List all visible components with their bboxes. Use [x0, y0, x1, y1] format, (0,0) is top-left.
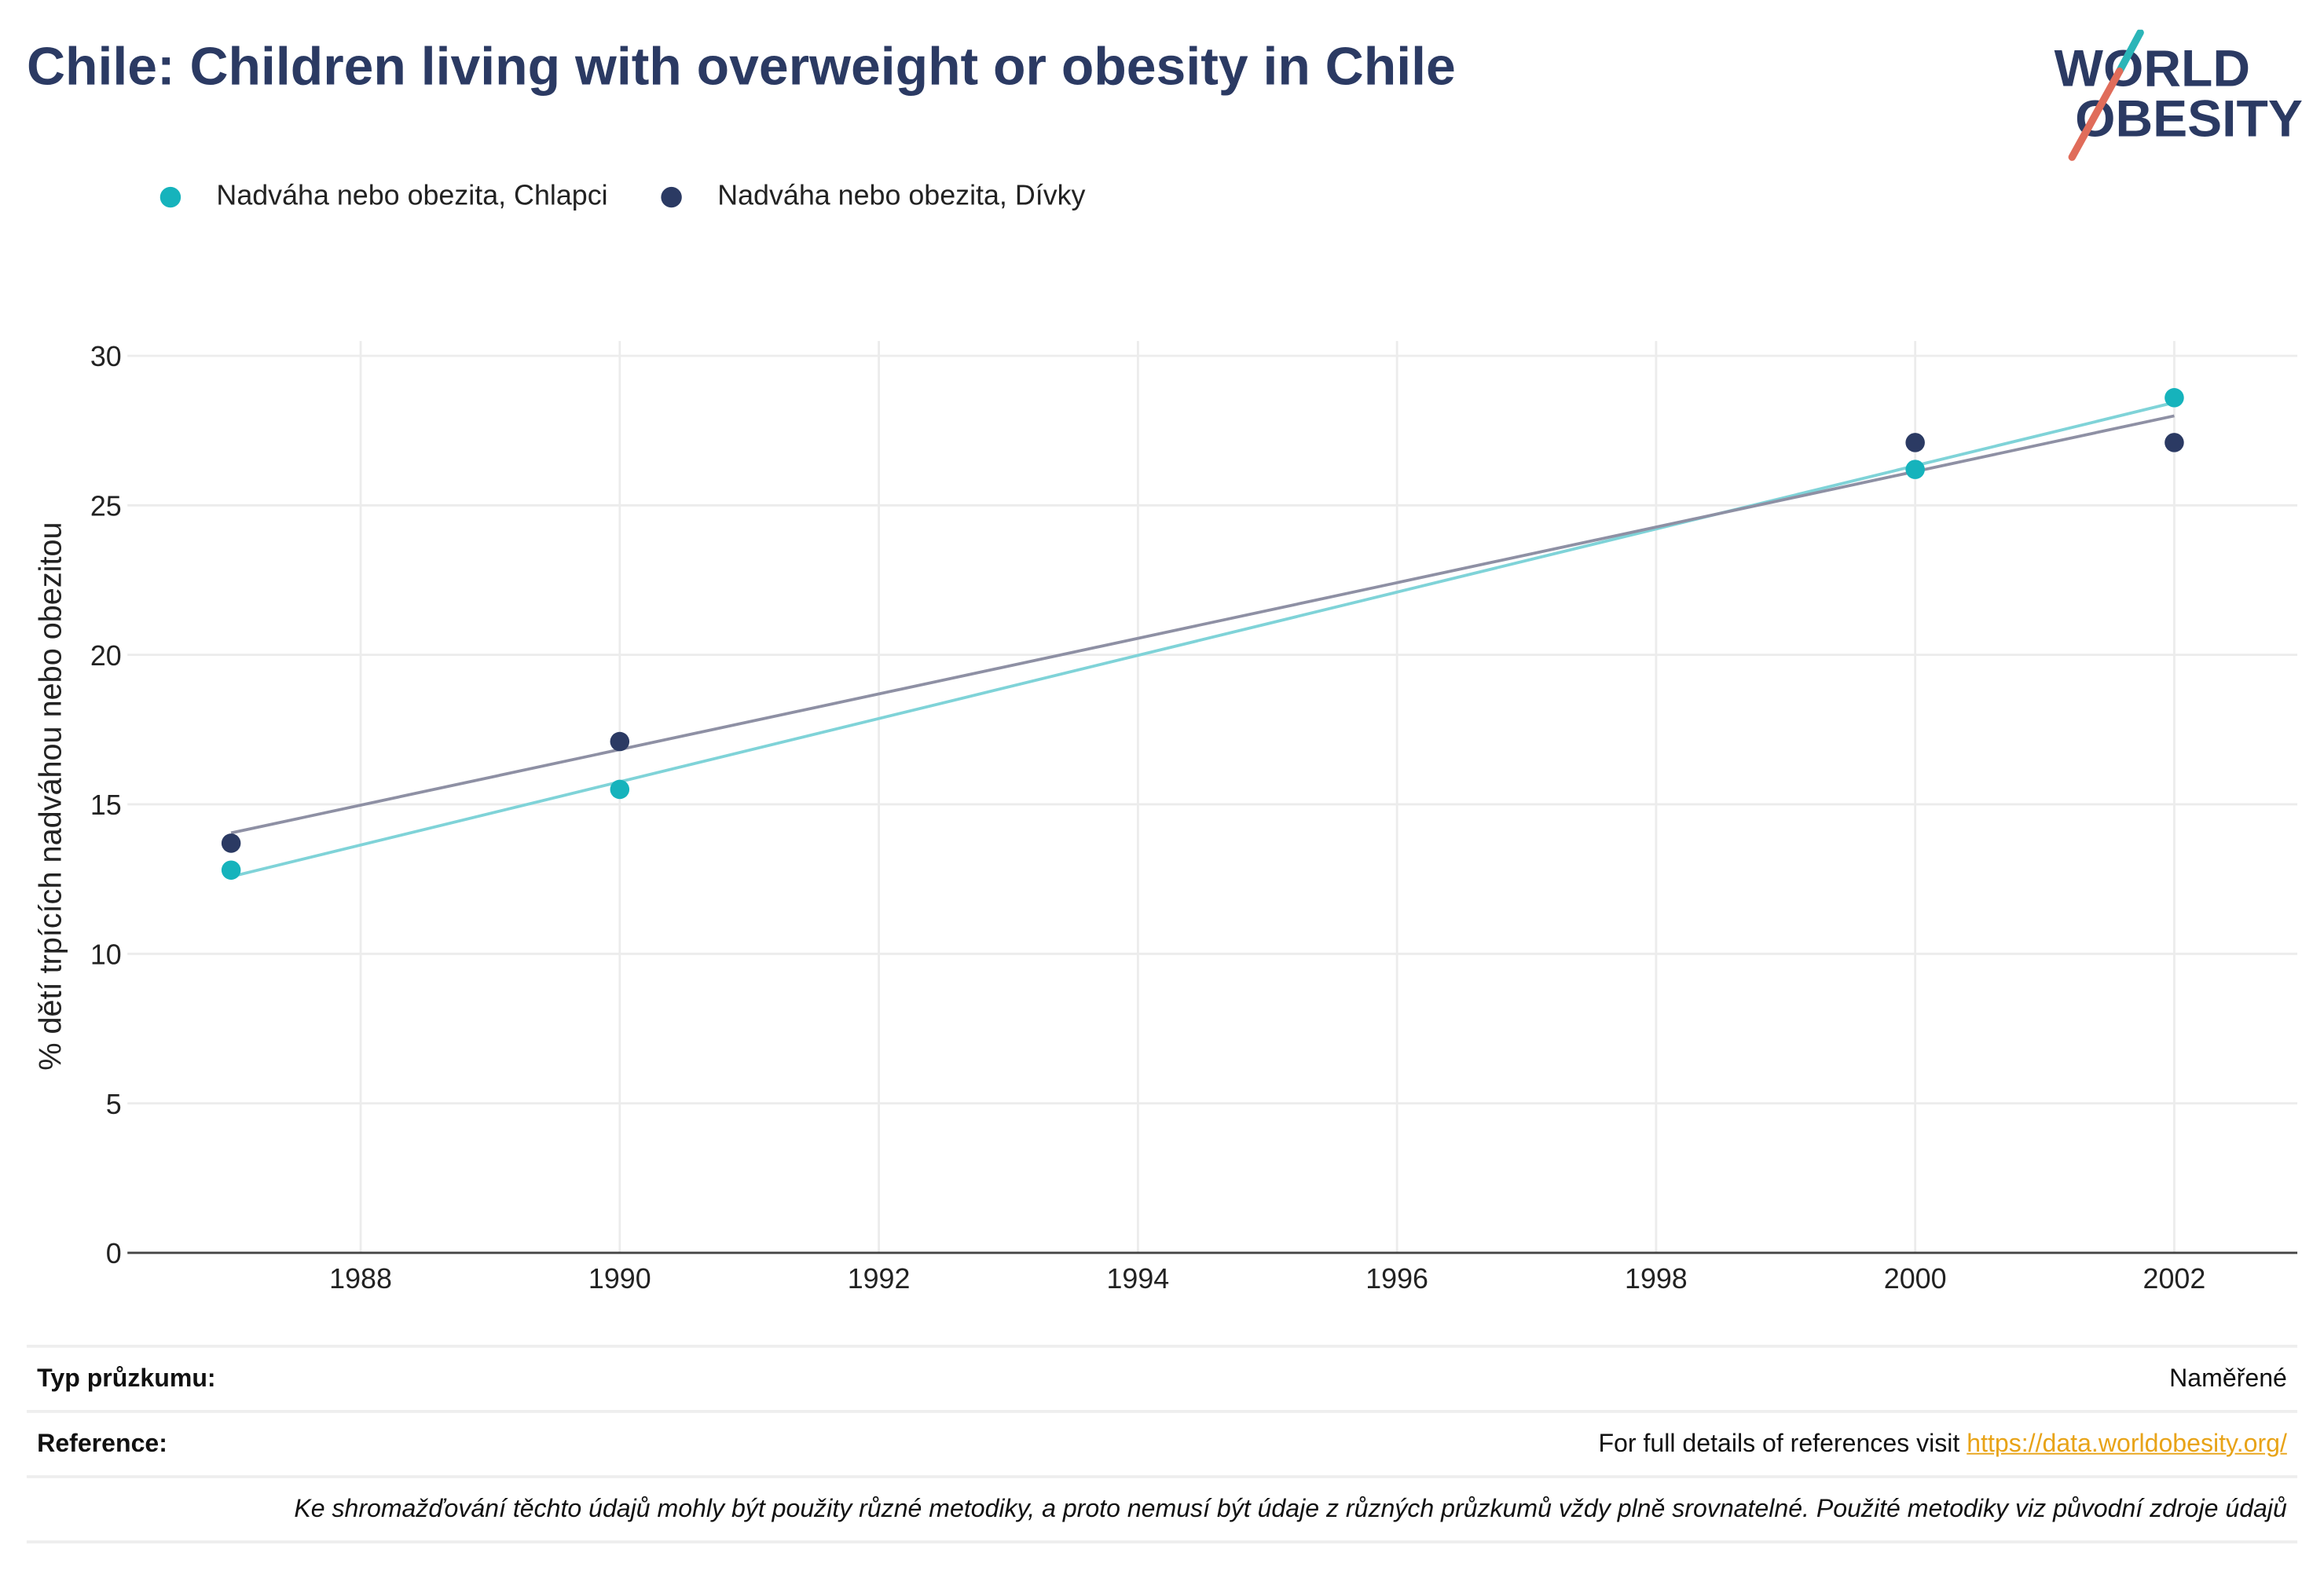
y-tick-label: 5 [106, 1089, 122, 1120]
chart-legend: Nadváha nebo obezita, Chlapci Nadváha ne… [159, 175, 1139, 220]
x-tick-label: 2002 [2143, 1263, 2206, 1295]
world-obesity-logo: WORLD OBESITY [2055, 29, 2303, 161]
x-tick-label: 1988 [329, 1263, 392, 1295]
logo-line1: WORLD [2055, 38, 2250, 97]
survey-type-row: Typ průzkumu: Naměřené [26, 1348, 2298, 1413]
survey-type-value: Naměřené [2169, 1364, 2287, 1393]
reference-text: For full details of references visit [1598, 1429, 1967, 1458]
data-point-boys [2165, 388, 2184, 408]
x-tick-label: 1996 [1365, 1263, 1428, 1295]
trend-line-girls [230, 414, 2175, 835]
legend-label-girls: Nadváha nebo obezita, Dívky [717, 181, 1086, 212]
reference-value: For full details of references visit htt… [1598, 1430, 2286, 1459]
legend-item-girls[interactable]: Nadváha nebo obezita, Dívky [661, 181, 1086, 214]
data-point-girls [610, 731, 630, 752]
data-points [221, 388, 2184, 880]
legend-item-boys[interactable]: Nadváha nebo obezita, Chlapci [159, 181, 608, 214]
trend-line-boys [230, 401, 2175, 878]
y-tick-label: 30 [90, 341, 122, 372]
y-axis-label: % dětí trpících nadváhou nebo obezitou [33, 522, 68, 1070]
legend-marker-girls [661, 186, 682, 208]
logo-slash-teal [2115, 29, 2144, 75]
x-tick-label: 1998 [1625, 1263, 1688, 1295]
y-tick-label: 20 [90, 640, 122, 672]
x-tick-label: 1994 [1106, 1263, 1169, 1295]
x-tick-label: 1990 [588, 1263, 651, 1295]
info-table: Typ průzkumu: Naměřené Reference: For fu… [26, 1344, 2298, 1544]
data-point-girls [1905, 433, 1925, 452]
data-point-boys [1905, 460, 1925, 479]
scatter-plot: 0 5 10 15 20 25 30 1988 1990 1992 1994 1996 1998 2000… [33, 341, 2298, 1295]
data-point-boys [221, 860, 241, 880]
reference-row: Reference: For full details of reference… [26, 1413, 2298, 1478]
legend-label-boys: Nadváha nebo obezita, Chlapci [216, 181, 608, 212]
grid [127, 341, 2298, 1254]
axis-ticks: 0 5 10 15 20 25 30 1988 1990 1992 1994 1996 1998 2000… [90, 341, 2205, 1295]
data-point-girls [2165, 433, 2184, 452]
methodology-note-row: Ke shromažďování těchto údajů mohly být … [26, 1478, 2298, 1544]
reference-label: Reference: [37, 1429, 167, 1458]
y-tick-label: 0 [106, 1238, 122, 1269]
legend-marker-boys [159, 186, 181, 208]
methodology-note: Ke shromažďování těchto údajů mohly být … [294, 1494, 2287, 1523]
data-point-boys [610, 779, 630, 800]
logo-line2: OBESITY [2075, 90, 2303, 148]
x-tick-label: 1992 [848, 1263, 911, 1295]
y-tick-label: 25 [90, 491, 122, 522]
reference-link[interactable]: https://data.worldobesity.org/ [1967, 1429, 2287, 1458]
chart-title: Chile: Children living with overweight o… [26, 35, 1456, 97]
trend-lines [230, 401, 2175, 878]
y-tick-label: 10 [90, 939, 122, 970]
data-point-girls [221, 833, 241, 853]
x-tick-label: 2000 [1884, 1263, 1947, 1295]
survey-type-label: Typ průzkumu: [37, 1364, 216, 1393]
logo-slash-red [2068, 67, 2124, 161]
y-tick-label: 15 [90, 789, 122, 821]
